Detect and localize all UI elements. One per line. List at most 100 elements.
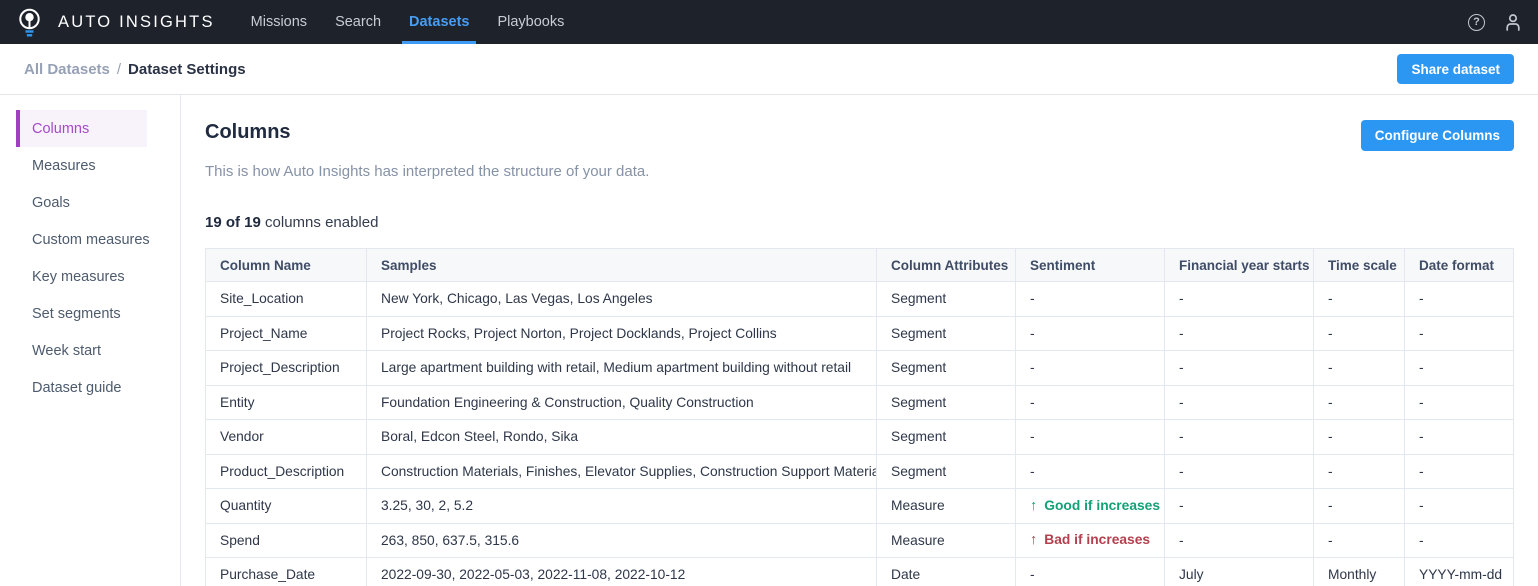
configure-columns-button[interactable]: Configure Columns — [1360, 120, 1514, 151]
breadcrumb-all-datasets[interactable]: All Datasets — [24, 60, 110, 78]
columns-enabled-summary: 19 of 19 columns enabled — [205, 214, 1514, 231]
cell-time-scale: - — [1313, 350, 1405, 386]
cell-financial-year-starts: - — [1164, 315, 1314, 351]
sidebar-item-goals[interactable]: Goals — [32, 194, 70, 211]
cell-financial-year-starts: - — [1164, 522, 1314, 558]
cell-date-format: - — [1404, 384, 1514, 420]
cell-column-name: Product_Description — [205, 453, 367, 489]
cell-column-attribute: Measure — [876, 522, 1016, 558]
user-icon[interactable] — [1504, 13, 1522, 32]
lightbulb-logo-icon — [16, 7, 43, 37]
table-row-project-description: Project_Description Large apartment build… — [205, 350, 1514, 386]
table-row-product-description: Product_Description Construction Material… — [205, 453, 1514, 489]
cell-time-scale: - — [1313, 419, 1405, 455]
cell-column-attribute: Segment — [876, 384, 1016, 420]
sidebar-item-dataset-guide[interactable]: Dataset guide — [32, 379, 122, 396]
cell-column-name: Vendor — [205, 419, 367, 455]
cell-samples: New York, Chicago, Las Vegas, Los Angele… — [366, 281, 877, 317]
column-header-date-format: Date format — [1404, 248, 1514, 282]
cell-date-format: - — [1404, 350, 1514, 386]
sidebar-item-custom-measures[interactable]: Custom measures — [32, 231, 150, 248]
sidebar-item-key-measures[interactable]: Key measures — [32, 268, 125, 285]
table-row-vendor: Vendor Boral, Edcon Steel, Rondo, Sika Seg… — [205, 419, 1514, 455]
cell-date-format: - — [1404, 488, 1514, 524]
sidebar-item-set-segments[interactable]: Set segments — [32, 305, 121, 322]
cell-samples: 3.25, 30, 2, 5.2 — [366, 488, 877, 524]
arrow-up-icon: ↑ — [1030, 497, 1038, 514]
cell-time-scale: - — [1313, 488, 1405, 524]
table-row-purchase-date: Purchase_Date 2022-09-30, 2022-05-03, 202… — [205, 557, 1514, 586]
cell-sentiment: - — [1015, 281, 1165, 317]
table-row-project-name: Project_Name Project Rocks, Project Norto… — [205, 315, 1514, 351]
cell-sentiment: - — [1015, 419, 1165, 455]
cell-time-scale: - — [1313, 453, 1405, 489]
top-nav: Missions Search Datasets Playbooks — [237, 0, 579, 44]
cell-samples: Project Rocks, Project Norton, Project D… — [366, 315, 877, 351]
cell-time-scale: - — [1313, 522, 1405, 558]
page-title: Columns — [205, 121, 291, 143]
topbar-right: ? — [1468, 0, 1538, 44]
sidebar-item-measures[interactable]: Measures — [32, 157, 96, 174]
cell-column-name: Site_Location — [205, 281, 367, 317]
column-header-sentiment: Sentiment — [1015, 248, 1165, 282]
cell-financial-year-starts: - — [1164, 419, 1314, 455]
sidebar-item-columns[interactable]: Columns — [16, 110, 147, 147]
enabled-count: 19 of 19 — [205, 214, 261, 231]
cell-financial-year-starts: - — [1164, 281, 1314, 317]
cell-samples: Foundation Engineering & Construction, Q… — [366, 384, 877, 420]
cell-column-name: Spend — [205, 522, 367, 558]
cell-financial-year-starts: - — [1164, 488, 1314, 524]
sentiment-label: Bad if increases — [1044, 532, 1151, 548]
cell-date-format: - — [1404, 315, 1514, 351]
settings-sidebar: Columns Measures Goals Custom measures Key m… — [0, 95, 181, 586]
cell-financial-year-starts: - — [1164, 453, 1314, 489]
top-bar: AUTO INSIGHTS Missions Search Datasets Play… — [0, 0, 1538, 44]
cell-sentiment: ↑ Bad if increases — [1015, 522, 1165, 558]
cell-date-format: - — [1404, 281, 1514, 317]
cell-date-format: - — [1404, 453, 1514, 489]
arrow-up-icon: ↑ — [1030, 532, 1038, 549]
cell-date-format: - — [1404, 419, 1514, 455]
cell-sentiment: - — [1015, 557, 1165, 586]
cell-column-attribute: Date — [876, 557, 1016, 586]
sentiment-label: Good if increases — [1044, 497, 1161, 513]
table-row-quantity: Quantity 3.25, 30, 2, 5.2 Measure ↑ Good if … — [205, 488, 1514, 524]
cell-sentiment: - — [1015, 453, 1165, 489]
cell-date-format: - — [1404, 522, 1514, 558]
column-header-column-name: Column Name — [205, 248, 367, 282]
nav-item-search[interactable]: Search — [335, 14, 382, 30]
cell-column-attribute: Segment — [876, 419, 1016, 455]
table-header-row: Column Name Samples Column Attributes Senti… — [205, 248, 1514, 282]
cell-time-scale: - — [1313, 384, 1405, 420]
cell-samples: Boral, Edcon Steel, Rondo, Sika — [366, 419, 877, 455]
nav-item-missions[interactable]: Missions — [250, 14, 308, 30]
cell-date-format: YYYY-mm-dd — [1404, 557, 1514, 586]
cell-time-scale: - — [1313, 315, 1405, 351]
cell-column-name: Project_Description — [205, 350, 367, 386]
cell-column-name: Project_Name — [205, 315, 367, 351]
cell-column-attribute: Segment — [876, 281, 1016, 317]
nav-item-playbooks[interactable]: Playbooks — [497, 14, 565, 30]
brand-name: AUTO INSIGHTS — [58, 12, 215, 31]
breadcrumb-separator: / — [116, 60, 122, 78]
table-row-site-location: Site_Location New York, Chicago, Las Vega… — [205, 281, 1514, 317]
sidebar-item-week-start[interactable]: Week start — [32, 342, 102, 359]
cell-column-attribute: Segment — [876, 315, 1016, 351]
column-header-time-scale: Time scale — [1313, 248, 1405, 282]
cell-column-attribute: Segment — [876, 453, 1016, 489]
help-icon[interactable]: ? — [1468, 13, 1485, 31]
main-content: Columns Configure Columns This is how Au… — [181, 95, 1538, 586]
cell-time-scale: Monthly — [1313, 557, 1405, 586]
app-logo[interactable]: AUTO INSIGHTS — [0, 0, 215, 44]
page-subtitle: This is how Auto Insights has interprete… — [205, 163, 650, 180]
cell-column-attribute: Measure — [876, 488, 1016, 524]
cell-sentiment: ↑ Good if increases — [1015, 488, 1165, 524]
share-dataset-button[interactable]: Share dataset — [1397, 54, 1514, 84]
cell-samples: 2022-09-30, 2022-05-03, 2022-11-08, 2022… — [366, 557, 877, 586]
cell-sentiment: - — [1015, 350, 1165, 386]
table-row-entity: Entity Foundation Engineering & Construct… — [205, 384, 1514, 420]
nav-item-datasets[interactable]: Datasets — [395, 0, 483, 44]
cell-financial-year-starts: July — [1164, 557, 1314, 586]
cell-column-name: Purchase_Date — [205, 557, 367, 586]
cell-samples: 263, 850, 637.5, 315.6 — [366, 522, 877, 558]
